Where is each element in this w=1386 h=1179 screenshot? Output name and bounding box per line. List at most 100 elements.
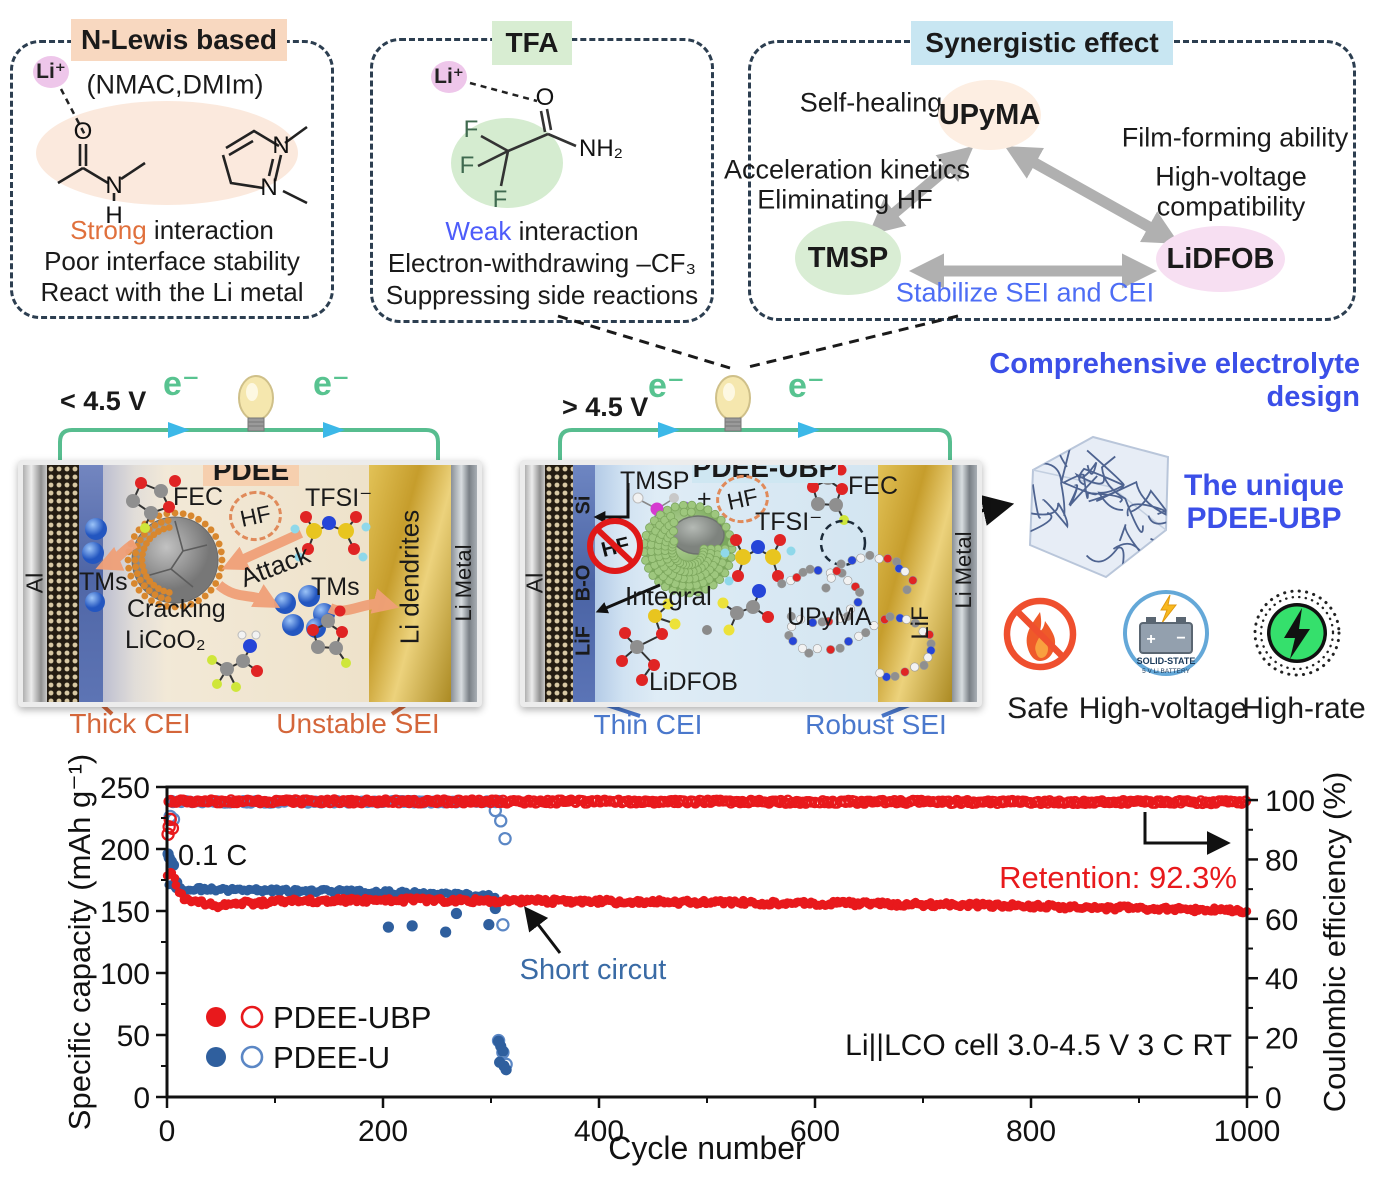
bulb-icon bbox=[715, 375, 751, 432]
x-axis-title: Cycle number bbox=[608, 1130, 806, 1166]
left-circuit bbox=[58, 375, 440, 460]
panel-n-lewis: N-Lewis based Li⁺ (NMAC,DMIm) O N H bbox=[10, 19, 334, 319]
high-voltage-label: High-voltage bbox=[1155, 161, 1307, 192]
tfa-line2: Electron-withdrawing –CF₃ bbox=[387, 248, 697, 278]
electron-label: e⁻ bbox=[788, 367, 825, 405]
integral-label: Integral bbox=[625, 581, 712, 611]
thick-cei-layer bbox=[79, 465, 103, 702]
cracking-label: Cracking bbox=[127, 595, 226, 623]
design-caption: Comprehensive electrolyte design bbox=[989, 348, 1360, 413]
li-metal-label: Li Metal bbox=[951, 531, 976, 609]
lidfob-node: LiDFOB bbox=[1156, 226, 1285, 292]
pdee-ubp-cell-body: HF bbox=[520, 460, 982, 707]
battery-icon-text2: 5 V Li BATTERY bbox=[1142, 668, 1190, 675]
atom-h: H bbox=[105, 202, 122, 229]
attack-arrows bbox=[95, 528, 400, 616]
current-arrow-icon bbox=[323, 422, 345, 438]
svg-text:600: 600 bbox=[790, 1115, 840, 1148]
n-lewis-title: N-Lewis based bbox=[71, 19, 287, 61]
svg-text:0: 0 bbox=[159, 1115, 176, 1148]
current-arrow-icon bbox=[798, 422, 820, 438]
short-circuit-annotation: Short circut bbox=[520, 954, 667, 986]
atom-f3: F bbox=[493, 186, 508, 213]
thin-cei-layer bbox=[573, 465, 595, 702]
bolt-icon bbox=[1284, 608, 1310, 659]
al-label: Al bbox=[521, 572, 548, 594]
thin-cei-caption: Thin CEI bbox=[593, 709, 703, 740]
si-layer-label: Si bbox=[572, 495, 595, 515]
robust-sei-caption: Robust SEI bbox=[805, 709, 947, 740]
al-current-collector bbox=[23, 465, 47, 702]
svg-text:100: 100 bbox=[100, 958, 150, 991]
cell-info-annotation: Li||LCO cell 3.0-4.5 V 3 C RT bbox=[845, 1029, 1232, 1062]
svg-text:100: 100 bbox=[1265, 785, 1315, 818]
atom-o: O bbox=[536, 84, 555, 111]
li-metal-electrode bbox=[952, 465, 977, 702]
weak-word: Weak bbox=[445, 216, 512, 246]
hf-blocked-icon: HF bbox=[587, 518, 643, 574]
al-label: Al bbox=[21, 572, 48, 594]
upyma-polymer-chain bbox=[777, 550, 936, 682]
svg-text:20: 20 bbox=[1265, 1023, 1298, 1056]
svg-text:0: 0 bbox=[1265, 1082, 1282, 1115]
svg-text:800: 800 bbox=[1006, 1115, 1056, 1148]
short-circuit-arrow bbox=[524, 906, 562, 954]
synergy-arrows bbox=[868, 145, 1180, 289]
legend bbox=[206, 1005, 264, 1069]
right-cell-overlay: HF bbox=[587, 465, 936, 686]
pdee-name-chip: PDEE bbox=[203, 465, 299, 486]
svg-text:80: 80 bbox=[1265, 844, 1298, 877]
tfsi-label: TFSI⁻ bbox=[755, 508, 823, 536]
hf-text: HF bbox=[237, 499, 274, 532]
eliminating-hf-label: Eliminating HF bbox=[757, 184, 933, 215]
thick-cei-caption: Thick CEI bbox=[69, 708, 191, 739]
li-coordination-bond bbox=[59, 88, 87, 136]
y-right-axis-title: Coulombic efficiency (%) bbox=[1317, 772, 1352, 1113]
li-ion-badge: Li⁺ bbox=[431, 61, 467, 93]
electron-label: e⁻ bbox=[313, 365, 350, 403]
lif-layer-label: LiF bbox=[907, 606, 934, 640]
pdee-ubp-cell-schematic: > 4.5 V e⁻ e⁻ bbox=[520, 367, 990, 740]
li-coordination-bond bbox=[469, 81, 538, 103]
upyma-tmsp-arrow bbox=[868, 145, 974, 236]
atom-n3: N bbox=[260, 174, 277, 201]
imidazole-structure bbox=[221, 125, 308, 205]
bulb-icon bbox=[238, 375, 274, 432]
gray-atom bbox=[702, 625, 712, 635]
series-pdee-ubp-capacity bbox=[162, 867, 1252, 918]
upyma-lidfob-arrow bbox=[1004, 146, 1180, 244]
strong-word: Strong bbox=[70, 215, 147, 245]
lidfob-label: LiDFOB bbox=[649, 668, 738, 696]
licoo2-label: LiCoO₂ bbox=[125, 626, 206, 654]
rate-annotation: 0.1 C bbox=[178, 840, 247, 872]
electrolyte-zoom-circle bbox=[819, 519, 867, 567]
tms-label: TMs bbox=[79, 568, 128, 596]
atom-o: O bbox=[74, 118, 93, 145]
n-lewis-subtitle: (NMAC,DMIm) bbox=[86, 69, 264, 100]
svg-text:40: 40 bbox=[1265, 963, 1298, 996]
n-lewis-line1: Strong interaction bbox=[13, 215, 331, 246]
panel-tfa: TFA Li⁺ O F F F NH₂ Weak interaction Ele… bbox=[370, 21, 714, 323]
tfa-structure: O F F F NH₂ bbox=[460, 81, 623, 213]
tfa-molecule bbox=[717, 584, 774, 636]
interaction-word: interaction bbox=[511, 216, 639, 246]
atom-n: N bbox=[105, 172, 122, 199]
plus-sign: + bbox=[697, 485, 712, 513]
al-current-collector bbox=[525, 465, 545, 702]
svg-text:+: + bbox=[1146, 631, 1155, 648]
right-axis-pointer-arrow bbox=[1143, 812, 1231, 855]
electron-label: e⁻ bbox=[648, 367, 685, 405]
panel-synergistic: Synergistic effect Self-healing UPyMA Fi… bbox=[724, 21, 1356, 321]
n-lewis-line3: React with the Li metal bbox=[40, 277, 304, 307]
cathode-layer bbox=[47, 465, 79, 702]
svg-text:0: 0 bbox=[133, 1082, 150, 1115]
bo-layer-label: B-O bbox=[572, 564, 595, 602]
solid-state-battery-icon: + − SOLID-STATE 5 V Li BATTERY bbox=[1123, 590, 1209, 676]
high-rate-badge-label: High-rate bbox=[1242, 692, 1366, 725]
svg-text:−: − bbox=[1176, 630, 1185, 647]
unstable-sei-caption: Unstable SEI bbox=[276, 708, 440, 739]
y-left-axis-title: Specific capacity (mAh g⁻¹) bbox=[62, 755, 97, 1130]
lidfob-molecule bbox=[616, 598, 681, 686]
connector-tfa-to-cell bbox=[557, 314, 731, 370]
fec-molecule-2 bbox=[307, 605, 351, 668]
